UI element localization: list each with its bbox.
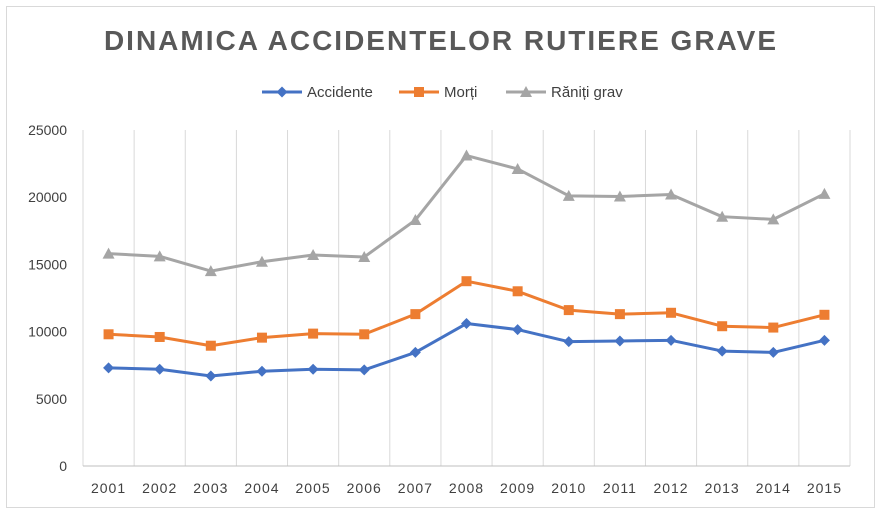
y-tick-label: 10000: [28, 324, 67, 340]
series-line: [107, 279, 826, 348]
x-tick-label: 2009: [500, 480, 535, 496]
series-line: [107, 154, 826, 273]
data-point: [716, 345, 728, 357]
x-tick-label: 2004: [244, 480, 279, 496]
data-point: [613, 190, 626, 202]
series-square: [103, 276, 830, 351]
legend-item: Răniți grav: [506, 84, 623, 101]
data-point: [255, 255, 268, 267]
x-tick-label: 2013: [705, 480, 740, 496]
grid: [82, 130, 851, 467]
data-point: [409, 346, 421, 358]
x-tick-label: 2014: [756, 480, 791, 496]
data-point: [461, 318, 472, 330]
x-tick-label: 2003: [193, 480, 228, 496]
x-tick-label: 2010: [551, 480, 586, 496]
x-tick-label: 2012: [653, 480, 688, 496]
data-point: [358, 251, 371, 263]
data-point: [767, 346, 779, 358]
data-point: [307, 363, 319, 375]
data-point: [414, 87, 424, 97]
data-point: [154, 363, 166, 375]
x-tick-label: 2008: [449, 480, 484, 496]
data-point: [614, 335, 626, 347]
data-point: [204, 265, 217, 277]
data-point: [562, 189, 575, 201]
y-tick-label: 20000: [28, 189, 67, 205]
x-tick-label: 2006: [347, 480, 382, 496]
data-point: [666, 307, 677, 318]
data-point: [153, 250, 166, 262]
legend: Accidente Morți Răniți grav: [262, 84, 623, 101]
legend-item: Accidente: [262, 84, 373, 101]
legend-label: Accidente: [307, 84, 373, 101]
data-point: [276, 86, 288, 98]
x-tick-label: 2005: [296, 480, 331, 496]
legend-item: Morți: [399, 84, 477, 101]
x-tick-label: 2011: [603, 480, 637, 496]
x-tick-label: 2015: [807, 480, 842, 496]
y-tick-label: 15000: [28, 256, 67, 272]
data-point: [461, 276, 472, 287]
data-point: [409, 214, 422, 226]
data-point: [563, 305, 574, 316]
data-point: [512, 286, 523, 297]
series-line: [107, 322, 826, 378]
data-point: [818, 187, 831, 199]
data-point: [665, 188, 678, 200]
data-point: [768, 322, 779, 333]
data-point: [819, 309, 830, 320]
data-point: [102, 247, 115, 259]
y-tick-label: 25000: [28, 122, 67, 138]
data-point: [563, 336, 575, 348]
data-point: [665, 334, 677, 346]
data-point: [717, 321, 728, 332]
y-axis: 0 5000 10000 15000 20000 25000: [28, 122, 67, 474]
data-point: [103, 362, 115, 374]
data-point: [767, 213, 780, 225]
data-point: [256, 332, 267, 343]
x-tick-label: 2001: [91, 480, 126, 496]
data-point: [460, 149, 473, 161]
data-point: [410, 309, 421, 320]
data-point: [716, 210, 729, 222]
series-triangle: [102, 149, 831, 277]
series-layer: [102, 149, 831, 382]
data-point: [307, 248, 320, 260]
data-point: [205, 340, 216, 351]
legend-label: Morți: [444, 84, 477, 101]
series-diamond: [103, 318, 830, 382]
data-point: [205, 370, 217, 382]
data-point: [359, 329, 370, 340]
data-point: [308, 328, 319, 339]
chart-title: DINAMICA ACCIDENTELOR RUTIERE GRAVE: [104, 25, 778, 56]
data-point: [358, 364, 370, 376]
data-point: [520, 86, 532, 97]
data-point: [512, 324, 524, 336]
x-tick-label: 2007: [398, 480, 433, 496]
x-axis: 2001 2002 2003 2004 2005 2006 2007 2008 2009 2010…: [91, 480, 842, 496]
data-point: [818, 334, 830, 346]
y-tick-label: 5000: [36, 391, 67, 407]
data-point: [154, 331, 165, 342]
data-point: [511, 162, 524, 174]
data-point: [103, 329, 114, 340]
legend-label: Răniți grav: [551, 84, 623, 101]
x-tick-label: 2002: [142, 480, 177, 496]
data-point: [614, 309, 625, 320]
data-point: [256, 365, 268, 377]
y-tick-label: 0: [59, 458, 67, 474]
